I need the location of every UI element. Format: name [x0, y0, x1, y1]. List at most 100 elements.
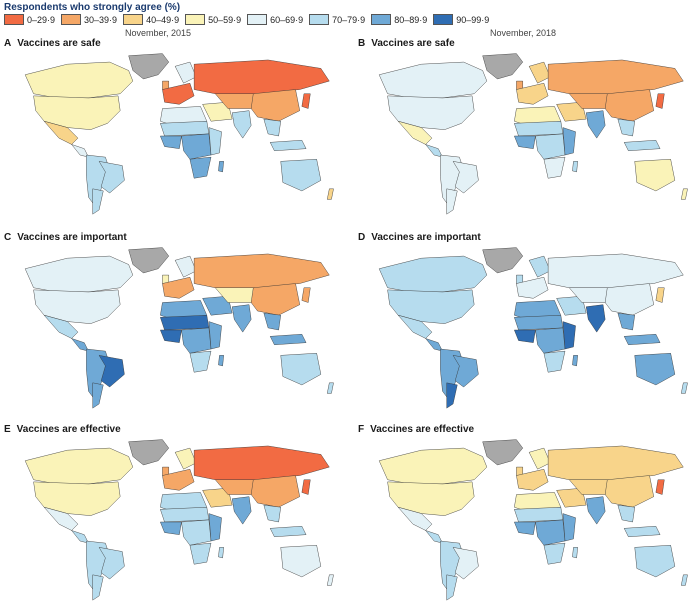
region-australia [280, 545, 322, 578]
region-middle-east [556, 101, 587, 122]
region-europe-w [162, 276, 195, 299]
panel-title: Vaccines are safe [17, 38, 101, 49]
region-middle-east [556, 295, 587, 316]
legend-swatch [123, 14, 144, 25]
panel-letter: B [358, 38, 366, 49]
region-middle-east [202, 101, 233, 122]
legend-swatch [371, 14, 392, 25]
region-west-africa [160, 329, 182, 343]
legend-item: 90–99·9 [433, 14, 489, 25]
region-nz [680, 188, 688, 200]
legend-item: 0–29·9 [4, 14, 55, 25]
region-canada [378, 447, 488, 485]
region-india [231, 496, 252, 525]
region-west-africa [160, 521, 182, 535]
region-mexico [43, 506, 79, 531]
region-nz [326, 188, 334, 200]
region-argentina [92, 574, 104, 601]
region-south-africa [189, 350, 212, 373]
region-usa [33, 481, 121, 516]
panel-title: Vaccines are effective [370, 424, 475, 435]
region-madagascar [572, 161, 578, 173]
region-west-africa [514, 329, 536, 343]
region-australia [634, 545, 676, 578]
column-header-2015: November, 2015 [125, 28, 192, 38]
region-russia [547, 445, 684, 480]
region-canada [24, 447, 134, 485]
region-japan [655, 287, 665, 303]
region-middle-east [556, 487, 587, 508]
region-sahel [160, 120, 210, 137]
region-india [585, 496, 606, 525]
world-map-panel-c [24, 247, 334, 409]
region-scandinavia [528, 255, 551, 278]
legend-label: 0–29·9 [27, 14, 56, 25]
region-sahel [160, 314, 210, 331]
region-china [250, 475, 300, 508]
world-map-panel-d [378, 247, 688, 409]
region-central-africa [535, 133, 566, 160]
region-central-am [424, 530, 443, 544]
region-central-africa [181, 519, 212, 546]
panel-label-c: C Vaccines are important [4, 232, 127, 243]
region-scandinavia [174, 61, 197, 84]
panel-label-b: B Vaccines are safe [358, 38, 455, 49]
region-east-africa [562, 513, 576, 542]
region-mexico [43, 314, 79, 339]
region-scandinavia [528, 61, 551, 84]
legend-swatch [247, 14, 268, 25]
panel-label-a: A Vaccines are safe [4, 38, 101, 49]
region-scandinavia [528, 447, 551, 470]
region-nz [680, 574, 688, 586]
panel-title: Vaccines are safe [371, 38, 455, 49]
panel-letter: A [4, 38, 12, 49]
region-central-am [70, 144, 89, 158]
region-indonesia [269, 526, 307, 538]
region-europe-w [516, 276, 549, 299]
legend-label: 90–99·9 [456, 14, 490, 25]
world-map-panel-b [378, 53, 688, 215]
region-europe-w [162, 468, 195, 491]
region-greenland [482, 247, 524, 274]
region-india [585, 110, 606, 139]
region-india [231, 110, 252, 139]
region-greenland [128, 439, 170, 466]
region-japan [301, 287, 311, 303]
panel-letter: C [4, 232, 12, 243]
legend-swatch [4, 14, 24, 25]
region-canada [378, 61, 488, 99]
region-south-africa [543, 542, 566, 565]
world-map-panel-f [378, 439, 688, 601]
region-greenland [128, 247, 170, 274]
region-europe-w [516, 468, 549, 491]
region-se-asia [263, 118, 281, 137]
region-china [604, 89, 654, 122]
region-russia [193, 59, 330, 94]
region-sahel [514, 120, 564, 137]
region-west-africa [514, 135, 536, 149]
region-madagascar [218, 547, 224, 559]
region-argentina [92, 382, 104, 409]
region-japan [301, 479, 311, 495]
panel-label-d: D Vaccines are important [358, 232, 481, 243]
region-canada [24, 61, 134, 99]
region-greenland [128, 53, 170, 80]
panel-letter: D [358, 232, 366, 243]
region-se-asia [617, 504, 635, 523]
region-australia [634, 159, 676, 192]
region-argentina [446, 574, 458, 601]
region-sahel [514, 314, 564, 331]
region-brazil [98, 161, 125, 194]
column-header-2018: November, 2018 [490, 28, 557, 38]
region-central-africa [181, 327, 212, 354]
region-south-africa [189, 542, 212, 565]
region-nz [326, 574, 334, 586]
region-greenland [482, 53, 524, 80]
legend-item: 30–39·9 [61, 14, 117, 25]
region-australia [280, 353, 322, 386]
region-china [250, 89, 300, 122]
region-russia [547, 59, 684, 94]
region-russia [193, 253, 330, 288]
region-china [604, 283, 654, 316]
panel-title: Vaccines are important [17, 232, 127, 243]
